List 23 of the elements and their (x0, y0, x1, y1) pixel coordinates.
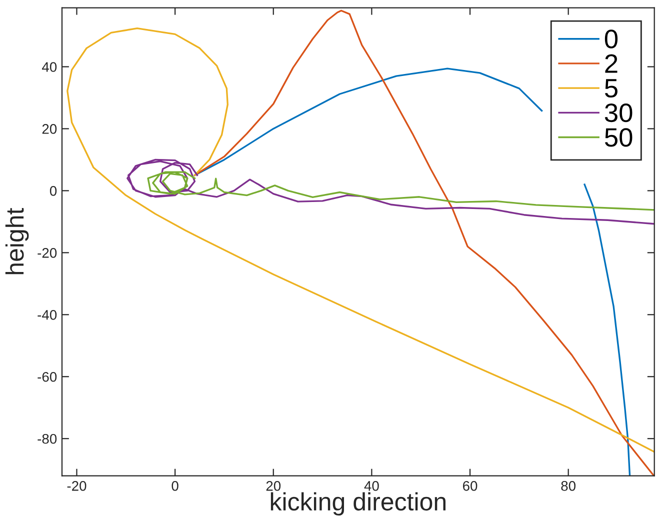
legend-label: 0 (604, 30, 618, 48)
legend-label: 5 (604, 79, 618, 98)
y-tick-label: -80 (38, 434, 57, 444)
legend-label: 2 (605, 54, 618, 73)
line-series (66, 27, 654, 452)
line-series (126, 158, 654, 225)
y-tick-label: -60 (38, 372, 57, 382)
legend-label: 50 (604, 128, 632, 147)
y-tick-label: 0 (50, 186, 57, 196)
x-tick-label: 80 (561, 481, 576, 491)
x-axis-title: kicking direction (270, 492, 446, 516)
y-tick-label: 20 (42, 124, 57, 134)
x-tick-label: 20 (266, 481, 281, 491)
x-tick-label: 60 (462, 481, 478, 491)
x-tick-label: 0 (172, 481, 178, 491)
y-tick-label: -40 (38, 310, 57, 320)
y-tick-label: -20 (38, 248, 57, 258)
y-axis-title: height (5, 208, 29, 274)
x-tick-label: -20 (67, 481, 86, 491)
x-tick-label: 40 (364, 481, 379, 491)
line-series (147, 171, 654, 211)
y-tick-label: 40 (42, 62, 57, 72)
legend-label: 30 (604, 103, 632, 122)
